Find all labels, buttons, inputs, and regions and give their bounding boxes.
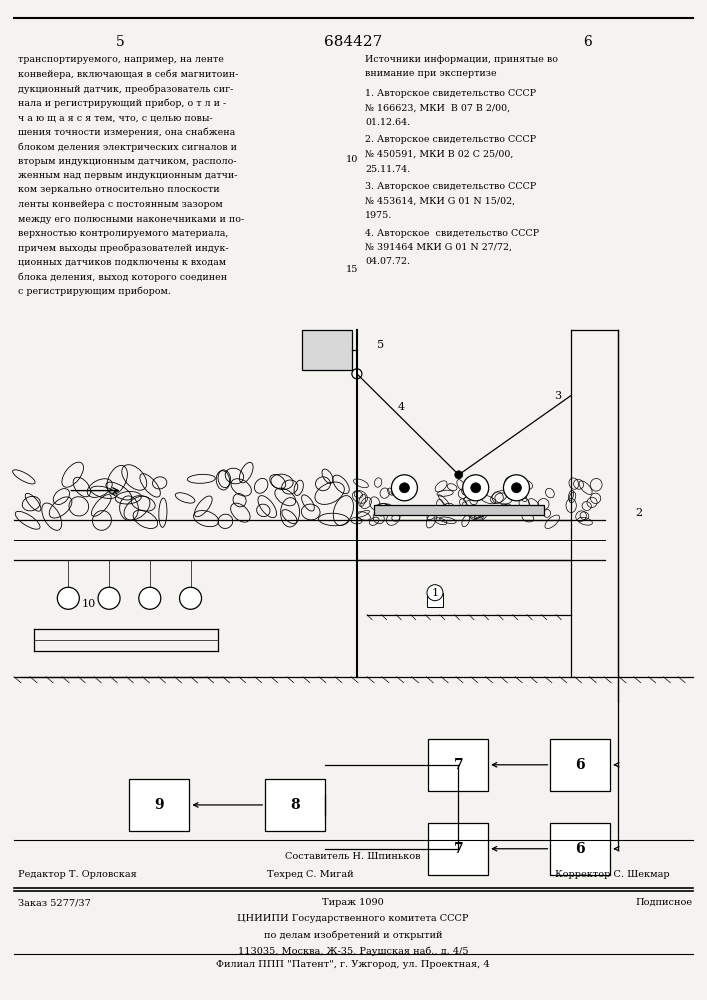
Bar	[265, 779, 325, 831]
Text: шения точности измерения, она снабжена: шения точности измерения, она снабжена	[18, 127, 235, 137]
Text: 7: 7	[453, 758, 463, 772]
Text: транспортируемого, например, на ленте: транспортируемого, например, на ленте	[18, 55, 224, 64]
Text: 5: 5	[377, 340, 384, 350]
Text: ЦНИИПИ Государственного комитета СССР: ЦНИИПИ Государственного комитета СССР	[238, 914, 469, 923]
Text: 10: 10	[346, 155, 358, 164]
Text: 15: 15	[346, 265, 358, 274]
Text: ч а ю щ а я с я тем, что, с целью повы-: ч а ю щ а я с я тем, что, с целью повы-	[18, 113, 213, 122]
Text: 7: 7	[453, 842, 463, 856]
Text: 6: 6	[575, 758, 585, 772]
Text: 1: 1	[431, 588, 438, 598]
Text: Техред С. Мигай: Техред С. Мигай	[267, 870, 354, 879]
Text: 10: 10	[81, 599, 96, 609]
Text: причем выходы преобразователей индук-: причем выходы преобразователей индук-	[18, 243, 228, 253]
Text: 4. Авторское  свидетельство СССР: 4. Авторское свидетельство СССР	[365, 229, 539, 237]
Circle shape	[392, 475, 417, 501]
Bar	[428, 823, 489, 875]
Text: 1975.: 1975.	[365, 211, 392, 220]
Circle shape	[352, 369, 362, 379]
Text: Филиал ППП "Патент", г. Ужгород, ул. Проектная, 4: Филиал ППП "Патент", г. Ужгород, ул. Про…	[216, 960, 490, 969]
Text: вторым индукционным датчиком, располо-: вторым индукционным датчиком, располо-	[18, 156, 237, 165]
Text: № 166623, МКИ  В 07 В 2/00,: № 166623, МКИ В 07 В 2/00,	[365, 104, 510, 112]
Bar	[428, 739, 489, 791]
Bar	[427, 593, 443, 607]
Text: 3. Авторское свидетельство СССР: 3. Авторское свидетельство СССР	[365, 182, 536, 191]
Circle shape	[471, 483, 481, 493]
Text: 9: 9	[155, 798, 164, 812]
Text: женным над первым индукционным датчи-: женным над первым индукционным датчи-	[18, 171, 238, 180]
Text: 113035, Москва, Ж-35, Раушская наб., д. 4/5: 113035, Москва, Ж-35, Раушская наб., д. …	[238, 946, 468, 956]
Text: 2: 2	[635, 508, 642, 518]
Text: Редактор Т. Орловская: Редактор Т. Орловская	[18, 870, 136, 879]
Text: по делам изобретений и открытий: по делам изобретений и открытий	[264, 930, 443, 940]
Text: конвейера, включающая в себя магнитоин-: конвейера, включающая в себя магнитоин-	[18, 70, 238, 79]
Text: 5: 5	[116, 35, 124, 49]
Circle shape	[57, 587, 79, 609]
Text: внимание при экспертизе: внимание при экспертизе	[365, 70, 496, 79]
Text: Источники информации, принятые во: Источники информации, принятые во	[365, 55, 558, 64]
Text: с регистрирующим прибором.: с регистрирующим прибором.	[18, 287, 171, 296]
Circle shape	[180, 587, 201, 609]
Text: 04.07.72.: 04.07.72.	[365, 257, 410, 266]
Bar	[551, 739, 610, 791]
Text: верхностью контролируемого материала,: верхностью контролируемого материала,	[18, 229, 228, 238]
Text: 3: 3	[554, 391, 561, 401]
Bar	[374, 505, 544, 515]
Text: 8: 8	[291, 798, 300, 812]
Text: дукционный датчик, преобразователь сиг-: дукционный датчик, преобразователь сиг-	[18, 84, 233, 94]
Text: Корректор С. Шекмар: Корректор С. Шекмар	[556, 870, 670, 879]
Text: 25.11.74.: 25.11.74.	[365, 164, 410, 174]
Text: 6: 6	[583, 35, 592, 49]
Circle shape	[139, 587, 160, 609]
Text: № 450591, МКИ В 02 С 25/00,: № 450591, МКИ В 02 С 25/00,	[365, 150, 513, 159]
Text: 1. Авторское свидетельство СССР: 1. Авторское свидетельство СССР	[365, 89, 536, 98]
Text: Подписное: Подписное	[636, 898, 693, 907]
Text: 2. Авторское свидетельство СССР: 2. Авторское свидетельство СССР	[365, 135, 536, 144]
Circle shape	[503, 475, 530, 501]
Circle shape	[98, 587, 120, 609]
Circle shape	[399, 483, 409, 493]
Bar	[129, 779, 189, 831]
Text: 4: 4	[397, 402, 404, 412]
Text: 6: 6	[575, 842, 585, 856]
Circle shape	[427, 585, 443, 601]
Bar	[551, 823, 610, 875]
Text: ционных датчиков подключены к входам: ционных датчиков подключены к входам	[18, 258, 226, 267]
Text: нала и регистрирующий прибор, о т л и -: нала и регистрирующий прибор, о т л и -	[18, 99, 226, 108]
Text: Составитель Н. Шпиньков: Составитель Н. Шпиньков	[285, 852, 421, 861]
Bar	[302, 330, 352, 370]
Text: блока деления, выход которого соединен: блока деления, выход которого соединен	[18, 272, 227, 282]
Text: между его полюсными наконечниками и по-: между его полюсными наконечниками и по-	[18, 215, 244, 224]
Text: Заказ 5277/37: Заказ 5277/37	[18, 898, 91, 907]
Text: 01.12.64.: 01.12.64.	[365, 118, 410, 127]
Text: ком зеркально относительно плоскости: ком зеркально относительно плоскости	[18, 186, 220, 194]
Circle shape	[511, 483, 522, 493]
Text: блоком деления электрических сигналов и: блоком деления электрических сигналов и	[18, 142, 237, 151]
Text: ленты конвейера с постоянным зазором: ленты конвейера с постоянным зазором	[18, 200, 223, 209]
Text: 684427: 684427	[324, 35, 382, 49]
Text: № 453614, МКИ G 01 N 15/02,: № 453614, МКИ G 01 N 15/02,	[365, 196, 515, 206]
Circle shape	[462, 475, 489, 501]
Circle shape	[455, 471, 463, 479]
Text: Тираж 1090: Тираж 1090	[322, 898, 384, 907]
Text: № 391464 МКИ G 01 N 27/72,: № 391464 МКИ G 01 N 27/72,	[365, 243, 512, 252]
